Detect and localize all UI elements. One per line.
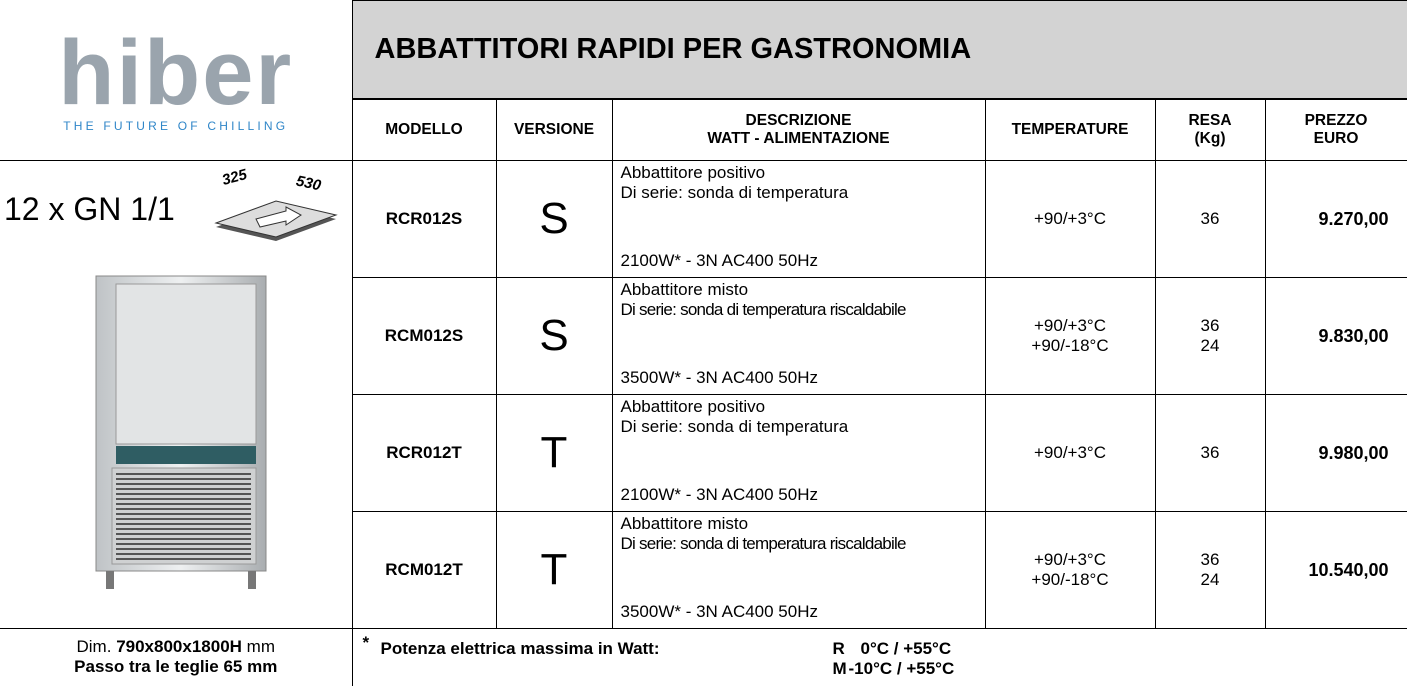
temperatures: +90/+3°C <box>985 395 1155 512</box>
model: RCM012S <box>352 278 496 395</box>
note-cell: * Potenza elettrica massima in Watt: R 0°C … <box>352 629 1407 686</box>
resa: 36 <box>1155 395 1265 512</box>
resa-value: 36 <box>1156 443 1265 463</box>
header-line: (Kg) <box>1156 130 1265 148</box>
header-line: VERSIONE <box>497 121 612 139</box>
version: S <box>496 161 612 278</box>
header-line: WATT - ALIMENTAZIONE <box>613 130 985 148</box>
price: 9.830,00 <box>1265 278 1407 395</box>
description-line: Di serie: sonda di temperatura <box>621 417 977 437</box>
description-line: Di serie: sonda di temperatura <box>621 183 977 203</box>
dim-unit: mm <box>247 637 275 656</box>
resa-value: 36 <box>1156 316 1265 336</box>
note: Potenza elettrica massima in Watt: <box>381 639 660 659</box>
range: -10°C / +55°C <box>849 659 955 679</box>
description-line: 2100W* - 3N AC400 50Hz <box>621 485 977 505</box>
description-line: Abbattitore positivo <box>621 163 977 183</box>
temperature: +90/+3°C <box>986 443 1155 463</box>
capacity: 12 x GN 1/1 <box>4 191 175 228</box>
header-line: RESA <box>1156 112 1265 130</box>
version: S <box>496 278 612 395</box>
header-line: TEMPERATURE <box>986 121 1155 139</box>
dimensions: Dim. 790x800x1800H mm <box>0 637 352 657</box>
column-header: MODELLO <box>352 99 496 161</box>
header-line: DESCRIZIONE <box>613 112 985 130</box>
description-line: Abbattitore misto <box>621 280 977 300</box>
temperature: +90/+3°C <box>986 209 1155 229</box>
price: 9.270,00 <box>1265 161 1407 278</box>
description-line: Abbattitore misto <box>621 514 977 534</box>
header-line: MODELLO <box>353 121 496 139</box>
temperature: +90/+3°C <box>986 550 1155 570</box>
resa-value: 36 <box>1156 550 1265 570</box>
brand-tagline: THE FUTURE OF CHILLING <box>0 119 352 133</box>
description-line: 3500W* - 3N AC400 50Hz <box>621 602 977 622</box>
column-header: TEMPERATURE <box>985 99 1155 161</box>
description-line: Di serie: sonda di temperatura riscaldab… <box>621 534 977 554</box>
price-table: hiberTHE FUTURE OF CHILLINGABBATTITORI R… <box>0 0 1407 686</box>
version: T <box>496 512 612 629</box>
range-code: M <box>833 659 847 679</box>
description-line: 2100W* - 3N AC400 50Hz <box>621 251 977 271</box>
resa-value: 24 <box>1156 336 1265 356</box>
price: 9.980,00 <box>1265 395 1407 512</box>
dim-value: 790x800x1800H <box>116 637 242 656</box>
column-header: RESA(Kg) <box>1155 99 1265 161</box>
model: RCR012S <box>352 161 496 278</box>
model: RCM012T <box>352 512 496 629</box>
price: 10.540,00 <box>1265 512 1407 629</box>
resa-value: 36 <box>1156 209 1265 229</box>
header-line: PREZZO <box>1266 112 1407 130</box>
temperatures: +90/+3°C <box>985 161 1155 278</box>
temperature: +90/-18°C <box>986 336 1155 356</box>
note-mark: * <box>363 633 370 653</box>
column-header: VERSIONE <box>496 99 612 161</box>
temperatures: +90/+3°C+90/-18°C <box>985 278 1155 395</box>
dim-prefix: Dim. <box>77 637 112 656</box>
resa-value: 24 <box>1156 570 1265 590</box>
temperature: +90/+3°C <box>986 316 1155 336</box>
version: T <box>496 395 612 512</box>
product-image <box>76 274 276 594</box>
brand-logo: hiber <box>0 27 352 119</box>
temperatures: +90/+3°C+90/-18°C <box>985 512 1155 629</box>
header-line: EURO <box>1266 130 1407 148</box>
temperature: +90/-18°C <box>986 570 1155 590</box>
range: 0°C / +55°C <box>861 639 952 659</box>
range-code: R <box>833 639 845 659</box>
description-line: Abbattitore positivo <box>621 397 977 417</box>
pitch: Passo tra le teglie 65 mm <box>0 657 352 677</box>
model: RCR012T <box>352 395 496 512</box>
title: ABBATTITORI RAPIDI PER GASTRONOMIA <box>352 1 1407 99</box>
description-line: 3500W* - 3N AC400 50Hz <box>621 368 977 388</box>
resa: 36 <box>1155 161 1265 278</box>
description-line: Di serie: sonda di temperatura riscaldab… <box>621 300 977 320</box>
price-sheet: hiberTHE FUTURE OF CHILLINGABBATTITORI R… <box>0 0 1407 686</box>
